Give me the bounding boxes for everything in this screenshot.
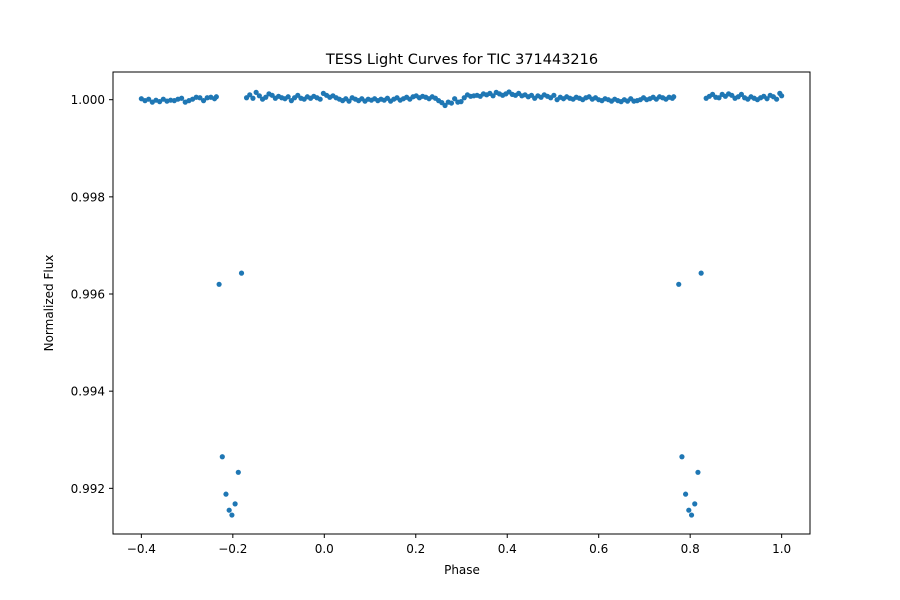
data-point	[442, 102, 448, 109]
y-tick-label: 1.000	[71, 93, 105, 107]
x-tick-label: −0.2	[218, 542, 247, 556]
data-point	[698, 270, 704, 276]
x-tick-label: 0.4	[498, 542, 517, 556]
data-point	[179, 95, 185, 101]
y-axis-ticks: 0.992 0.994 0.996 0.998 1.000	[71, 93, 113, 496]
data-point	[263, 94, 269, 100]
x-tick-label: 0.2	[406, 542, 425, 556]
data-point	[157, 99, 163, 105]
x-axis-label: Phase	[444, 563, 480, 577]
y-tick-label: 0.996	[71, 288, 105, 302]
data-point	[671, 94, 677, 100]
data-point	[551, 92, 557, 98]
data-point	[146, 96, 152, 102]
chart-title: TESS Light Curves for TIC 371443216	[325, 52, 598, 68]
y-tick-label: 0.992	[71, 482, 105, 496]
data-point	[692, 501, 698, 507]
data-point	[253, 89, 259, 95]
data-point	[285, 94, 291, 100]
data-point	[250, 95, 256, 101]
plot-frame	[112, 71, 811, 535]
data-point	[216, 281, 222, 287]
data-point	[223, 491, 229, 497]
data-point	[764, 96, 770, 102]
data-point	[219, 454, 225, 460]
data-point	[247, 92, 253, 98]
data-point	[695, 469, 701, 475]
data-point	[235, 469, 241, 475]
data-point	[686, 507, 692, 513]
y-tick-label: 0.994	[71, 385, 105, 399]
data-point	[490, 93, 496, 99]
x-tick-label: 0.0	[315, 542, 334, 556]
data-point	[226, 507, 232, 513]
data-point	[232, 501, 238, 507]
x-tick-label: −0.4	[127, 542, 156, 556]
data-point	[716, 95, 722, 101]
y-tick-label: 0.998	[71, 190, 105, 204]
data-point	[238, 270, 245, 276]
x-axis-ticks: −0.4 −0.2 0.0 0.2 0.4 0.6 0.8 1.0	[127, 534, 791, 556]
data-point	[688, 512, 695, 518]
data-point	[317, 96, 323, 102]
data-point	[200, 98, 207, 104]
x-tick-label: 0.8	[681, 542, 700, 556]
scatter-points	[138, 89, 785, 518]
data-point	[448, 100, 455, 106]
data-point	[197, 95, 203, 101]
y-axis-label: Normalized Flux	[42, 255, 56, 352]
data-point	[346, 98, 352, 104]
data-point	[452, 96, 458, 102]
x-tick-label: 1.0	[772, 542, 791, 556]
data-point	[774, 96, 780, 102]
data-point	[738, 91, 745, 97]
x-tick-label: 0.6	[589, 542, 608, 556]
data-point	[458, 99, 464, 105]
data-point	[679, 454, 685, 460]
data-point	[779, 93, 785, 99]
data-point	[683, 491, 689, 497]
data-point	[676, 281, 682, 287]
data-point	[256, 93, 262, 99]
data-point	[229, 512, 235, 518]
data-point	[213, 94, 219, 100]
